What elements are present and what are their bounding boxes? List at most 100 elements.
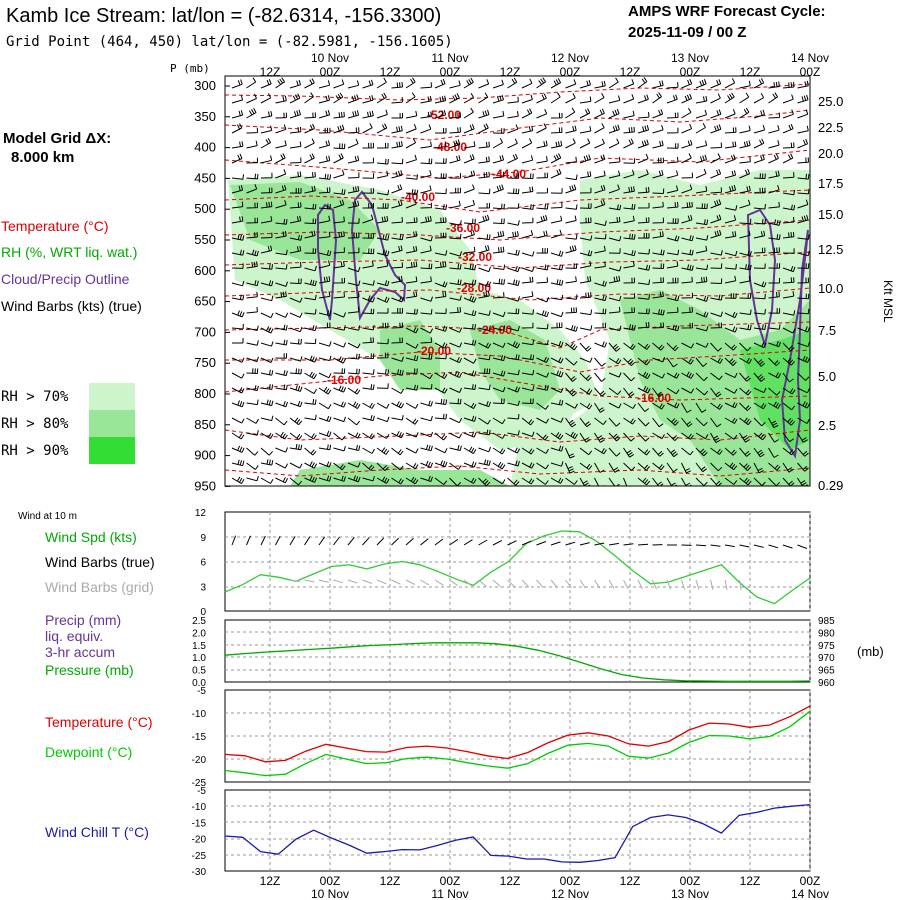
wind-barb xyxy=(782,327,796,334)
wind-barb xyxy=(594,432,605,443)
wind-barb xyxy=(594,357,606,367)
wind-barb xyxy=(797,188,810,195)
wind-speed-line xyxy=(224,530,811,605)
wind-barb-true xyxy=(753,544,764,548)
isotherm-label: -40.00 xyxy=(401,190,435,204)
wind-barb xyxy=(594,372,606,382)
wind-barb xyxy=(782,310,796,316)
dewpoint-label: Dewpoint (°C) xyxy=(45,744,132,760)
wind-barb xyxy=(275,218,288,225)
wind-barb xyxy=(347,218,360,224)
wind-barb xyxy=(637,371,651,380)
wind-barb xyxy=(565,324,578,332)
wind-barb xyxy=(521,217,534,224)
wind-barb xyxy=(666,235,680,242)
wind-barb xyxy=(275,324,288,331)
wind-speed-tick: 12 xyxy=(195,508,207,519)
wind-barb-true xyxy=(420,538,429,546)
isotherm-label: -32.00 xyxy=(458,250,492,264)
wind-barb xyxy=(695,95,708,104)
wind-barb xyxy=(507,341,521,349)
wind-barb xyxy=(507,203,520,209)
wind-barb xyxy=(536,77,547,89)
wind-barb xyxy=(579,217,592,224)
wind-barb xyxy=(681,292,693,299)
wind-barb-grid xyxy=(391,579,401,585)
wind-barb xyxy=(347,172,360,179)
wind-barb xyxy=(666,143,679,149)
wind-barb xyxy=(391,477,404,485)
wind-barb xyxy=(231,400,245,408)
wind-barb xyxy=(536,310,549,318)
wind-barb xyxy=(652,231,664,239)
wind-barb xyxy=(550,279,564,286)
wind-barb xyxy=(463,279,477,286)
wind-barb xyxy=(681,322,693,329)
wind-barb xyxy=(782,189,796,196)
wind-barb xyxy=(652,309,665,316)
wind-barb xyxy=(724,275,737,284)
wind-barb xyxy=(507,279,520,286)
wind-barb xyxy=(449,139,461,149)
wind-barb xyxy=(695,186,708,194)
wind-barb xyxy=(594,417,607,425)
wind-barb xyxy=(521,266,535,272)
wind-barb xyxy=(347,444,361,451)
cycle-label: AMPS WRF Forecast Cycle: xyxy=(628,3,826,20)
wind-barb xyxy=(623,250,636,257)
wind-barb xyxy=(710,278,723,284)
wind-barb xyxy=(275,431,288,440)
wind-barb xyxy=(318,127,331,134)
wind-barb xyxy=(623,417,636,425)
wind-barb xyxy=(231,445,245,453)
wind-barbs xyxy=(231,77,810,486)
wind-barb xyxy=(275,95,287,104)
wind-barb xyxy=(782,342,795,352)
wind-barb xyxy=(391,158,404,165)
wind-barb xyxy=(521,230,534,239)
wind-barb xyxy=(753,247,766,254)
wind-barb xyxy=(463,323,476,330)
isotherm-label: -48.00 xyxy=(433,140,467,154)
wind-barb xyxy=(405,462,419,470)
wind-barb xyxy=(565,93,576,104)
wind-barb xyxy=(507,96,519,104)
wind-barb xyxy=(304,338,317,345)
wind-barb xyxy=(507,124,519,134)
wind-barb xyxy=(275,447,289,453)
wind-barb xyxy=(594,295,607,302)
wind-barb xyxy=(231,153,243,164)
wind-barb xyxy=(608,108,620,119)
wind-barb xyxy=(289,245,302,254)
wind-barb xyxy=(536,187,548,194)
wind-barb xyxy=(275,291,287,299)
wind-barb xyxy=(637,417,650,427)
wind-barb xyxy=(521,369,535,376)
wind-barb xyxy=(318,173,332,180)
wind-barb xyxy=(724,462,738,471)
wind-barb-true xyxy=(492,539,503,546)
wind-barb xyxy=(362,203,374,209)
wind-barb xyxy=(347,186,360,194)
wind-barb xyxy=(405,368,418,374)
wind-barb xyxy=(724,311,738,319)
wind-barb xyxy=(797,326,810,333)
wind-barb xyxy=(710,250,723,256)
temperature-tick: -15 xyxy=(192,732,207,743)
isotherm-36 xyxy=(225,219,810,241)
wind-barb xyxy=(637,462,650,471)
wind-barb xyxy=(449,279,462,286)
wind-barb xyxy=(478,188,491,195)
wind-barb-grid xyxy=(318,579,329,583)
wind-barb-true xyxy=(710,544,721,547)
wind-barb xyxy=(507,325,520,332)
wind-barb xyxy=(739,199,751,209)
wind-barb xyxy=(797,462,809,472)
wind-barb xyxy=(333,475,346,482)
wind-barb xyxy=(695,311,709,318)
wind-barb-grid xyxy=(739,579,742,590)
wind-barb xyxy=(449,327,463,333)
wind-barb xyxy=(739,387,752,396)
wind-barb xyxy=(231,174,244,180)
pressure-tick: 750 xyxy=(194,355,216,370)
